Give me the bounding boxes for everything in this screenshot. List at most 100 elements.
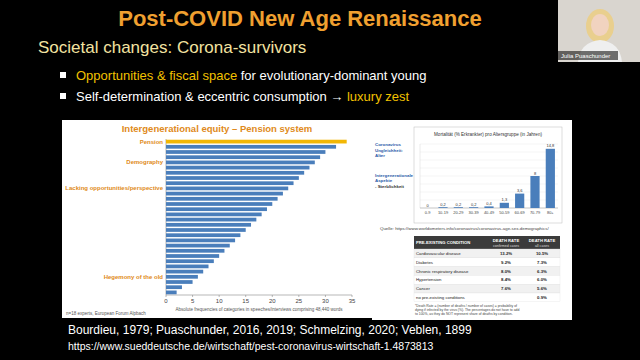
table-cell: 10.5% <box>536 251 548 256</box>
table-cell: Cancer <box>416 286 430 291</box>
bar <box>515 194 524 208</box>
references: Bourdieu, 1979; Puaschunder, 2016, 2019;… <box>68 323 472 337</box>
x-tick-label: 0 <box>164 298 168 304</box>
title: Post-COVID New Age Renaissance <box>118 6 482 31</box>
table-cell: Hypertension <box>416 277 442 282</box>
face <box>591 14 609 36</box>
table-row <box>414 258 560 267</box>
name-tag <box>558 51 618 60</box>
y-axis <box>420 144 421 208</box>
table-header: PRE-EXISTING CONDITION <box>416 240 470 245</box>
x-tick-label: 25 <box>296 298 303 304</box>
x-tick-label: 30-39 <box>469 210 480 215</box>
bar <box>484 206 493 208</box>
bar <box>166 171 304 175</box>
side-note: Alter <box>375 153 385 158</box>
x-tick-label: 50-59 <box>499 210 510 215</box>
table-cell: 6.3% <box>537 269 547 274</box>
bar <box>438 207 447 208</box>
bars <box>438 149 555 208</box>
side-note: Aspekte <box>375 178 393 183</box>
bar <box>166 150 325 154</box>
chart-title: Intergenerational equity – Pension syste… <box>122 123 313 134</box>
bar <box>469 207 478 208</box>
table-cell: 8.4% <box>501 277 511 282</box>
bar <box>166 239 235 243</box>
slide: Post-COVID New Age Renaissance Societal c… <box>0 0 640 360</box>
bar <box>166 181 294 185</box>
speaker-name: Julia Puaschunder <box>561 53 610 59</box>
pension-chart: Intergenerational equity – Pension syste… <box>62 120 372 318</box>
table-cell: 6.0% <box>537 277 547 282</box>
table-subheader: confirmed cases <box>493 244 519 248</box>
bar <box>166 244 230 248</box>
bar <box>166 197 278 201</box>
bar <box>166 270 203 274</box>
webcam-frame <box>558 0 640 62</box>
table-row <box>414 275 560 284</box>
chart-title: Mortalität (% Erkrankter) pro Altersgrup… <box>434 132 542 137</box>
table-cell: 7.3% <box>537 260 547 265</box>
grid-line <box>420 160 558 161</box>
table-header-bg <box>414 236 560 249</box>
bar <box>166 254 219 258</box>
data-label: 0 <box>427 203 430 208</box>
bars <box>166 140 347 295</box>
bar <box>500 203 509 208</box>
data-label: 8 <box>534 171 537 176</box>
bar <box>166 228 246 232</box>
grid-line <box>420 152 558 153</box>
x-axis <box>166 295 352 296</box>
data-label: 1,3 <box>502 197 508 202</box>
bar <box>530 176 539 208</box>
table-cell: 5.6% <box>537 286 547 291</box>
bullet: Opportunities & fiscal space for evoluti… <box>76 68 426 83</box>
table-cell: Diabetes <box>416 260 433 265</box>
reference-url: https://www.sueddeutsche.de/wirtschaft/p… <box>68 340 434 352</box>
hair <box>586 9 614 43</box>
table-cell: Cardiovascular disease <box>416 251 461 256</box>
annotation: n=18 experts, European Forum Alpbach <box>66 311 146 316</box>
bar <box>166 233 240 237</box>
conditions-table: PRE-EXISTING CONDITION DEATH RATE confirme… <box>414 236 560 316</box>
bar <box>166 285 182 289</box>
table-cell: 7.6% <box>501 286 511 291</box>
table-cell: Chronic respiratory disease <box>416 269 469 274</box>
x-tick-label: 30 <box>322 298 329 304</box>
bar <box>166 291 177 295</box>
chart-panel <box>62 120 372 318</box>
bar <box>166 155 320 159</box>
bullet-part: for evolutionary-dominant young <box>237 68 426 83</box>
table-subheader: all cases <box>535 244 549 248</box>
x-tick-label: 5 <box>191 298 195 304</box>
bar <box>166 176 299 180</box>
subtitle: Societal changes: Corona-survivors <box>38 38 306 57</box>
table-footnote: to 100%, as they do NOT represent share … <box>415 312 513 316</box>
table-row <box>414 284 560 293</box>
bar <box>166 207 267 211</box>
bar <box>166 140 347 144</box>
data-label: 0,4 <box>486 201 492 206</box>
data-label: 3,6 <box>517 188 523 193</box>
bullet-marker <box>60 93 66 99</box>
table-header: DEATH RATE <box>529 238 556 243</box>
bar <box>166 265 209 269</box>
table-cell: 0.9% <box>537 295 547 300</box>
category-label: Demography <box>126 159 163 165</box>
background <box>0 0 640 360</box>
x-axis-label: Absolute frequencies of categories in sp… <box>176 307 344 312</box>
data-label: 0,2 <box>440 202 446 207</box>
bullet-part: luxury zest <box>347 89 410 104</box>
category-label: Hegemony of the old <box>104 274 164 280</box>
grid-line <box>420 144 558 145</box>
bar <box>166 259 214 263</box>
x-tick-label: 20 <box>269 298 276 304</box>
x-tick-label: 10 <box>216 298 223 304</box>
data-label: 0,2 <box>471 202 477 207</box>
bar <box>166 280 193 284</box>
x-tick-label: 70-79 <box>530 210 541 215</box>
bullet-part: Self-determination & eccentric consumpti… <box>76 89 347 104</box>
x-tick-label: 60-69 <box>515 210 526 215</box>
table-row <box>414 267 560 276</box>
side-note: Coronavirus <box>375 142 401 147</box>
